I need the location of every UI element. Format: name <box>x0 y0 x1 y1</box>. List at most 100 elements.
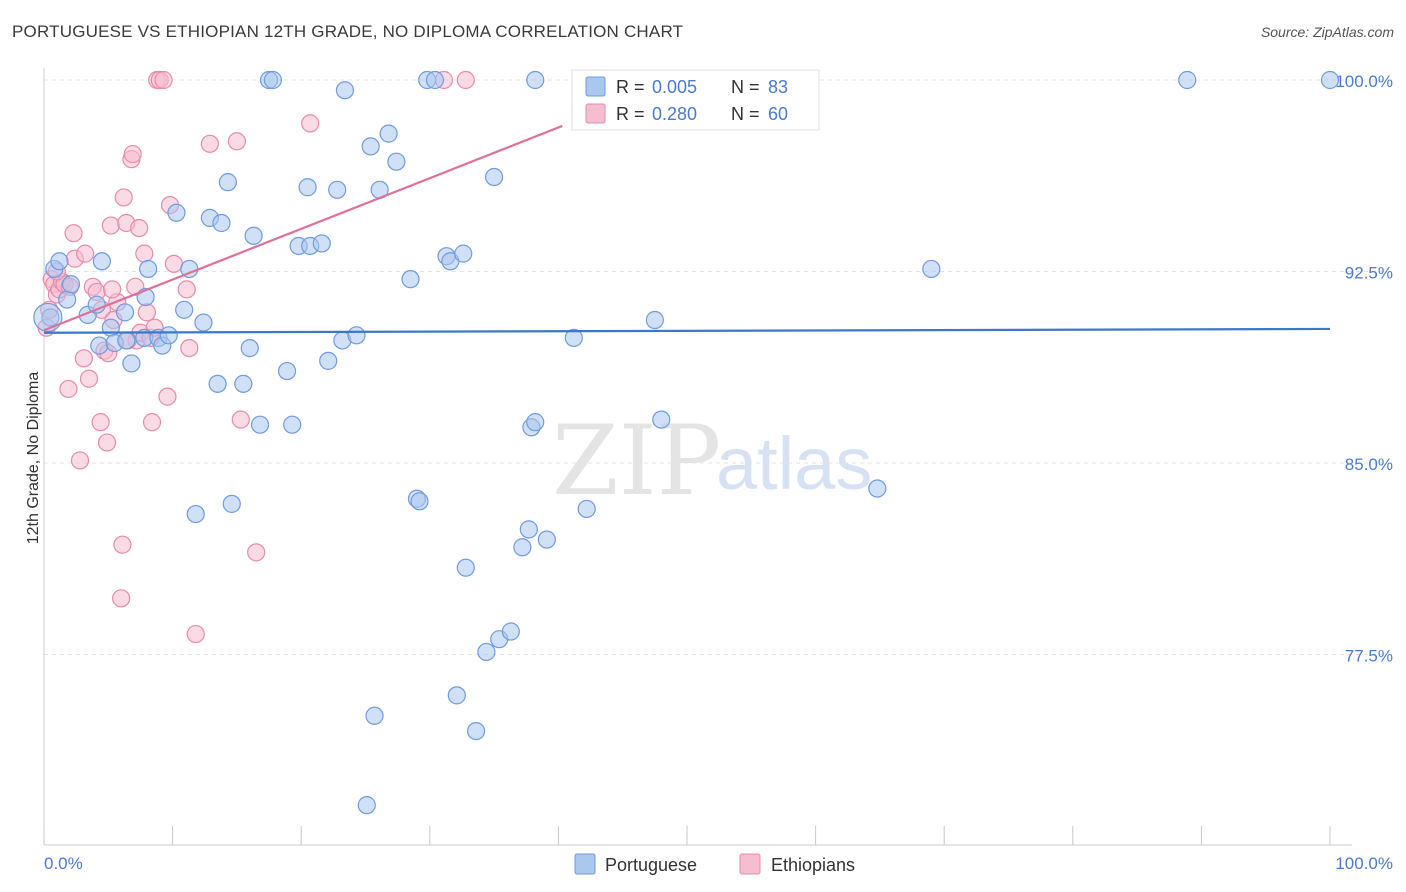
y-axis-label: 12th Grade, No Diploma <box>25 372 42 545</box>
portuguese-point <box>868 479 887 498</box>
legend-label-ethiopians: Ethiopians <box>771 855 855 875</box>
stats-r-label-ethiopians: R = <box>616 104 645 124</box>
portuguese-point <box>456 558 475 577</box>
ethiopians-point <box>112 589 131 608</box>
portuguese-point <box>454 244 473 263</box>
source-credit: Source: ZipAtlas.com <box>1260 24 1394 40</box>
portuguese-point <box>115 303 135 322</box>
portuguese-point <box>117 331 136 350</box>
ethiopians-point <box>137 303 156 322</box>
portuguese-point <box>277 361 297 381</box>
portuguese-point <box>167 203 186 222</box>
portuguese-point <box>645 310 664 330</box>
portuguese-point <box>537 530 556 549</box>
legend-label-portuguese: Portuguese <box>605 855 697 875</box>
y-tick-labels: 77.5% 85.0% 92.5% 100.0% <box>1335 72 1393 666</box>
stats-n-value-portuguese: 83 <box>768 77 788 97</box>
x-axis-ticks <box>43 826 1331 845</box>
y-tick-label: 100.0% <box>1335 72 1393 91</box>
ethiopians-point <box>177 280 196 299</box>
ethiopians-point <box>97 433 117 452</box>
portuguese-point <box>485 167 504 187</box>
portuguese-point <box>357 796 376 815</box>
portuguese-point <box>379 124 398 143</box>
portuguese-point <box>410 492 429 511</box>
portuguese-point <box>347 326 366 345</box>
portuguese-point <box>425 70 445 90</box>
ethiopians-point <box>247 543 266 562</box>
y-tick-label: 77.5% <box>1345 647 1393 666</box>
ethiopians-trend-line <box>43 124 563 332</box>
stats-legend-box <box>571 69 820 131</box>
portuguese-point <box>139 259 158 279</box>
stats-n-label-portuguese: N = <box>731 77 760 97</box>
portuguese-point <box>526 70 545 90</box>
portuguese-point <box>90 336 109 355</box>
portuguese-point <box>477 642 496 662</box>
stats-n-label-ethiopians: N = <box>731 104 760 124</box>
portuguese-point <box>513 538 532 557</box>
stats-r-label-portuguese: R = <box>616 77 645 97</box>
portuguese-point <box>234 374 253 393</box>
portuguese-point <box>447 686 466 705</box>
portuguese-points <box>33 70 1340 815</box>
x-tick-labels: 0.0% 100.0% <box>44 854 1393 873</box>
stats-r-value-ethiopians: 0.280 <box>652 104 697 124</box>
ethiopians-point <box>64 224 83 243</box>
ethiopians-point <box>91 413 110 432</box>
portuguese-point <box>58 290 77 309</box>
watermark: ZIP atlas <box>552 405 872 517</box>
ethiopians-point <box>76 244 95 263</box>
portuguese-point <box>577 499 596 519</box>
ethiopians-point <box>79 369 99 388</box>
portuguese-point <box>208 374 227 393</box>
legend-swatch-ethiopians <box>739 853 761 875</box>
portuguese-point <box>652 410 671 429</box>
stats-r-value-portuguese: 0.005 <box>652 77 697 97</box>
watermark-atlas: atlas <box>716 422 872 505</box>
portuguese-point <box>519 520 538 539</box>
portuguese-point <box>387 152 406 171</box>
ethiopians-point <box>135 244 154 263</box>
portuguese-point <box>222 494 241 513</box>
portuguese-point <box>319 351 338 370</box>
ethiopians-point <box>101 216 120 235</box>
stats-n-value-ethiopians: 60 <box>768 104 788 124</box>
portuguese-point <box>564 328 583 347</box>
ethiopians-point <box>164 254 183 273</box>
ethiopians-point <box>130 218 149 238</box>
ethiopians-point <box>142 413 162 432</box>
bottom-legend: Portuguese Ethiopians <box>574 853 855 875</box>
watermark-zip: ZIP <box>552 405 721 517</box>
portuguese-point <box>240 339 259 358</box>
portuguese-trend-line <box>43 327 1331 334</box>
ethiopians-point <box>103 280 122 299</box>
portuguese-point <box>401 270 420 289</box>
portuguese-point <box>250 415 270 434</box>
ethiopians-point <box>158 387 177 406</box>
ethiopians-point <box>186 624 205 644</box>
portuguese-point <box>526 413 545 432</box>
portuguese-point <box>122 354 141 373</box>
portuguese-point <box>194 313 213 332</box>
ethiopians-point <box>74 349 93 368</box>
portuguese-point <box>50 252 69 271</box>
ethiopians-point <box>200 134 219 153</box>
portuguese-point <box>328 180 347 199</box>
portuguese-point <box>283 415 302 434</box>
portuguese-point <box>61 275 81 294</box>
portuguese-point <box>1178 70 1197 90</box>
stats-legend-swatch-ethiopians <box>585 103 606 124</box>
portuguese-point <box>501 622 520 641</box>
portuguese-point <box>298 178 317 197</box>
ethiopians-point <box>227 132 246 151</box>
legend-swatch-portuguese <box>574 853 596 875</box>
portuguese-point <box>212 213 231 233</box>
portuguese-point <box>159 326 178 345</box>
ethiopians-point <box>70 451 90 470</box>
ethiopians-points <box>37 70 475 644</box>
portuguese-point <box>218 173 237 192</box>
portuguese-point <box>361 137 380 156</box>
ethiopians-point <box>113 535 132 554</box>
